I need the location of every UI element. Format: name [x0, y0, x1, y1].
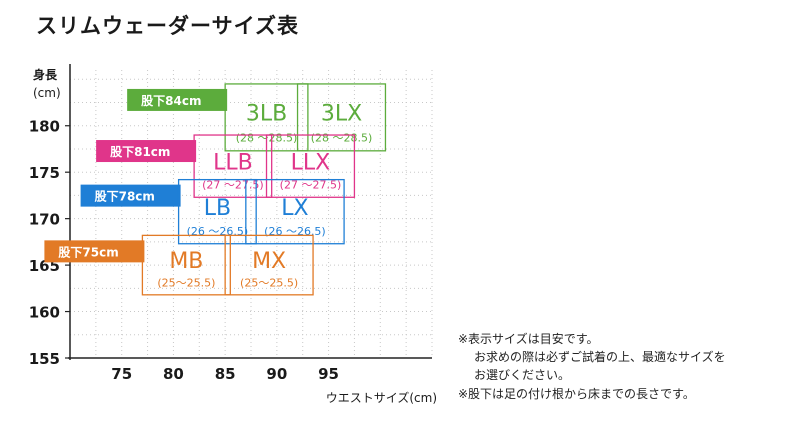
inseam-tag — [80, 184, 181, 207]
size-box — [245, 178, 345, 245]
inseam-tag-label: 股下84cm — [141, 93, 201, 108]
x-tick-label: 90 — [266, 365, 287, 383]
chart-title: スリムウェーダーサイズ表 — [36, 14, 299, 38]
size-range: (25〜25.5) — [240, 277, 298, 290]
inseam-tag — [127, 88, 228, 111]
note-line-3: お選びください。 — [474, 368, 571, 382]
size-range: (28 〜28.5) — [311, 131, 373, 144]
y-axis-unit: (cm) — [33, 86, 61, 100]
size-name: 3LB — [246, 102, 287, 127]
size-name: LLB — [213, 150, 253, 175]
inseam-tag — [44, 240, 145, 263]
inseam-tag-label: 股下75cm — [58, 244, 118, 259]
size-box — [141, 234, 231, 296]
x-tick-label: 75 — [111, 365, 132, 383]
y-tick-label: 170 — [29, 211, 60, 229]
x-tick-label: 95 — [318, 365, 339, 383]
size-box — [265, 134, 356, 198]
y-tick-label: 180 — [29, 118, 60, 136]
x-tick-label: 80 — [163, 365, 184, 383]
size-box — [193, 134, 273, 198]
note-line-4: ※股下は足の付け根から床までの長さです。 — [458, 387, 695, 401]
size-name: 3LX — [321, 102, 362, 127]
inseam-tag-label: 股下81cm — [110, 144, 170, 159]
size-name: LX — [281, 196, 308, 221]
note-line-2: お求めの際は必ずご試着の上、最適なサイズを — [474, 350, 726, 364]
size-box — [177, 178, 257, 245]
y-axis-title: 身長 — [33, 67, 58, 82]
size-name: MX — [252, 249, 286, 274]
size-box — [296, 83, 387, 152]
y-tick-label: 175 — [29, 164, 60, 182]
x-tick-label: 85 — [215, 365, 236, 383]
size-box — [224, 234, 314, 296]
size-range: (26 〜26.5) — [187, 225, 249, 238]
size-range: (25〜25.5) — [157, 277, 215, 290]
size-range: (27 〜27.5) — [202, 179, 264, 192]
inseam-tag — [96, 140, 197, 163]
size-name: LLX — [291, 150, 331, 175]
x-axis-title: ウエストサイズ(cm) — [326, 390, 437, 405]
y-tick-label: 155 — [29, 350, 60, 368]
size-name: MB — [169, 249, 203, 274]
inseam-tag-label: 股下78cm — [95, 189, 155, 204]
size-range: (26 〜26.5) — [264, 225, 326, 238]
y-tick-label: 160 — [29, 304, 60, 322]
size-range: (27 〜27.5) — [280, 179, 342, 192]
note-line-1: ※表示サイズは目安です。 — [458, 332, 599, 346]
size-name: LB — [204, 196, 231, 221]
